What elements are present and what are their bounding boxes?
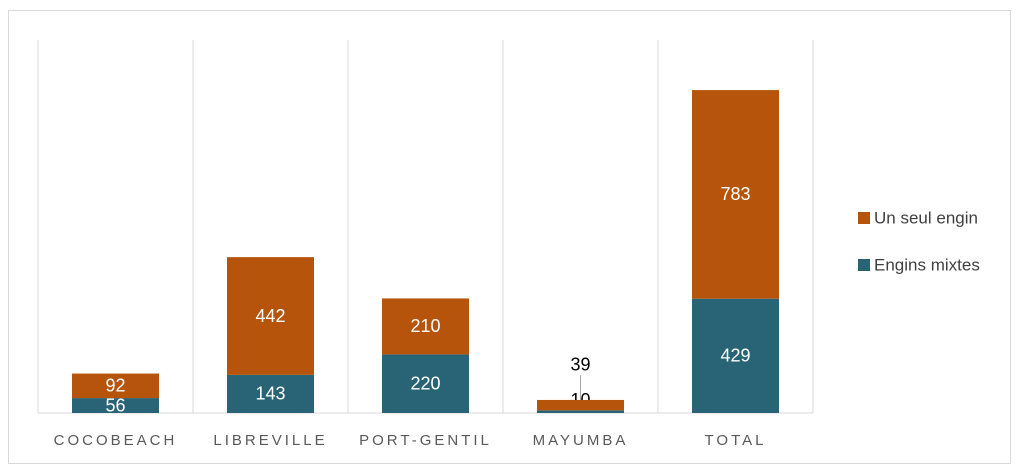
bar-segment [692,298,779,413]
bar-segment [227,374,314,413]
bar-segment [72,398,159,413]
bar-segment [382,298,469,355]
bar-segment [227,257,314,375]
bar-segment [692,90,779,299]
x-tick-label: LIBREVILLE [213,432,327,449]
data-label: 442 [255,306,285,326]
data-label: 210 [410,316,440,336]
x-tick-label: MAYUMBA [533,432,629,449]
data-label: 783 [720,184,750,204]
data-label: 429 [720,346,750,366]
data-label: 143 [255,384,285,404]
bar-segment [382,354,469,413]
bar-segment [72,373,159,399]
data-label: 220 [410,373,440,393]
legend-swatch [858,259,870,271]
legend-label: Engins mixtes [874,255,980,274]
legend-label: Un seul engin [874,208,978,227]
x-tick-label: COCOBEACH [54,432,178,449]
x-tick-label: TOTAL [705,432,767,449]
data-label: 92 [105,376,125,396]
bar-segment [537,399,624,411]
bar-segment [537,410,624,413]
chart-frame [8,10,1011,464]
data-label: 56 [105,395,125,415]
data-label: 39 [570,355,590,375]
x-tick-label: PORT-GENTIL [359,432,492,449]
legend-swatch [858,212,870,224]
